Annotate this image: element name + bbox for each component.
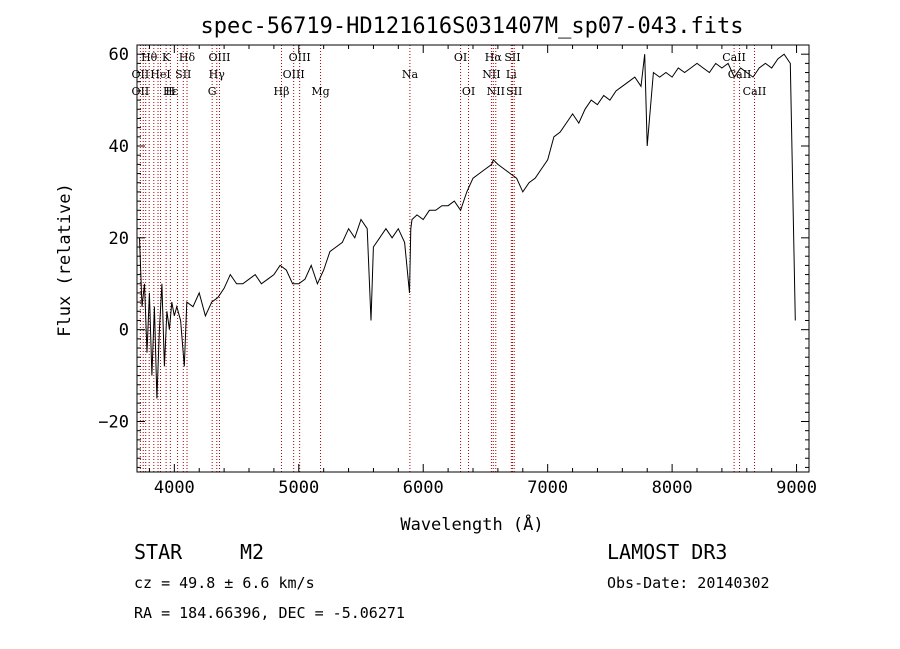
x-tick-label: 9000 <box>776 478 817 498</box>
line-label: Hβ <box>274 85 290 98</box>
line-label: Hγ <box>209 68 226 81</box>
line-label: OII <box>132 68 150 81</box>
line-label: NII <box>482 68 500 81</box>
x-tick-label: 7000 <box>527 478 568 498</box>
obs-date-line: Obs-Date: 20140302 <box>607 574 770 592</box>
line-label: G <box>208 85 217 98</box>
coordinates-line: RA = 184.66396, DEC = -5.06271 <box>134 604 405 622</box>
line-label: CaII <box>743 85 767 98</box>
y-tick-label: 60 <box>109 45 129 65</box>
line-label: OI <box>454 51 467 64</box>
line-markers <box>139 45 755 472</box>
line-label: Hα <box>485 51 503 64</box>
subclass: M2 <box>240 540 265 564</box>
line-label: OII <box>132 85 150 98</box>
y-tick-label: 0 <box>119 321 129 341</box>
chart-title: spec-56719-HD121616S031407M_sp07-043.fit… <box>200 14 743 39</box>
line-label: NII <box>487 85 505 98</box>
line-label: Hθ <box>141 51 158 64</box>
line-label: Hδ <box>179 51 196 64</box>
line-label: Li <box>506 68 517 81</box>
line-label: SII <box>504 51 520 64</box>
line-label: K <box>162 51 171 64</box>
line-label: Hε <box>163 85 179 98</box>
x-tick-label: 6000 <box>403 478 444 498</box>
y-axis-label: Flux (relative) <box>55 183 75 337</box>
y-axis-ticks: −20 0 20 40 60 <box>98 45 809 468</box>
line-label: Mg <box>311 85 329 98</box>
line-label: SII <box>175 68 191 81</box>
line-label: Na <box>402 68 419 81</box>
redshift-line: cz = 49.8 ± 6.6 km/s <box>134 574 315 592</box>
line-label: OIII <box>208 51 230 64</box>
line-label: OIII <box>283 68 305 81</box>
y-tick-label: 40 <box>109 137 129 157</box>
plot-frame <box>136 44 810 473</box>
line-label: HeI <box>150 68 170 81</box>
x-tick-label: 8000 <box>652 478 693 498</box>
line-label: OI <box>462 85 475 98</box>
survey-name: LAMOST DR3 <box>607 540 728 564</box>
line-label: CaII <box>722 51 746 64</box>
line-label: H <box>166 85 176 98</box>
spectrum-line <box>139 53 796 399</box>
y-tick-label: 20 <box>109 229 129 249</box>
line-label: OIII <box>289 51 311 64</box>
x-axis-label: Wavelength (Å) <box>400 513 543 535</box>
x-axis-ticks: 4000 5000 6000 7000 8000 9000 <box>148 45 817 498</box>
x-tick-label: 5000 <box>278 478 319 498</box>
x-tick-label: 4000 <box>154 478 195 498</box>
object-class: STAR <box>134 540 183 564</box>
y-tick-label: −20 <box>98 412 129 432</box>
line-label: SII <box>506 85 522 98</box>
